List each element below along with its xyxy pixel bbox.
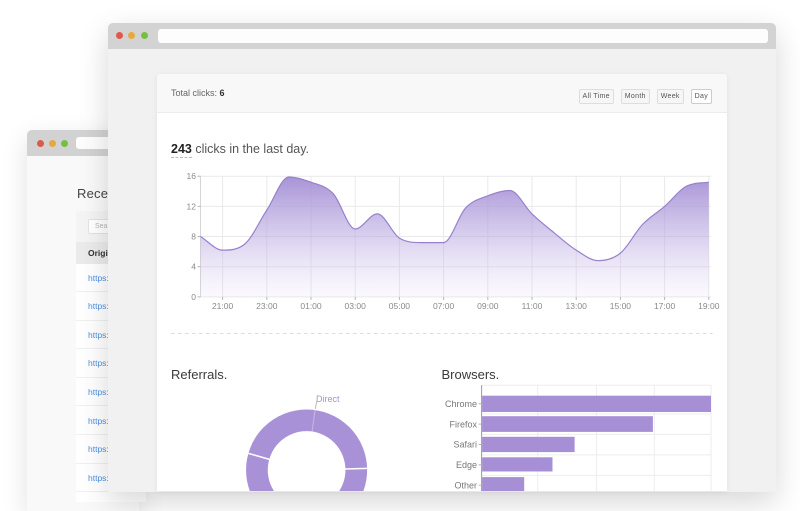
svg-text:13:00: 13:00 — [566, 301, 588, 311]
svg-text:Firefox: Firefox — [449, 419, 477, 429]
svg-text:23:00: 23:00 — [256, 301, 278, 311]
svg-text:21:00: 21:00 — [212, 301, 234, 311]
svg-text:0: 0 — [191, 292, 196, 302]
svg-text:07:00: 07:00 — [433, 301, 455, 311]
svg-text:19:00: 19:00 — [698, 301, 720, 311]
svg-text:8: 8 — [191, 232, 196, 242]
svg-text:Chrome: Chrome — [445, 399, 477, 409]
svg-text:16: 16 — [187, 171, 197, 181]
svg-text:01:00: 01:00 — [300, 301, 322, 311]
svg-text:Edge: Edge — [456, 460, 477, 470]
svg-text:4: 4 — [191, 262, 196, 272]
svg-text:12: 12 — [187, 201, 197, 211]
svg-text:11:00: 11:00 — [522, 301, 543, 311]
svg-text:17:00: 17:00 — [654, 301, 676, 311]
svg-text:Safari: Safari — [453, 440, 477, 450]
svg-text:03:00: 03:00 — [345, 301, 367, 311]
svg-text:09:00: 09:00 — [477, 301, 499, 311]
svg-text:15:00: 15:00 — [610, 301, 632, 311]
svg-text:Other: Other — [454, 480, 477, 490]
svg-text:05:00: 05:00 — [389, 301, 411, 311]
